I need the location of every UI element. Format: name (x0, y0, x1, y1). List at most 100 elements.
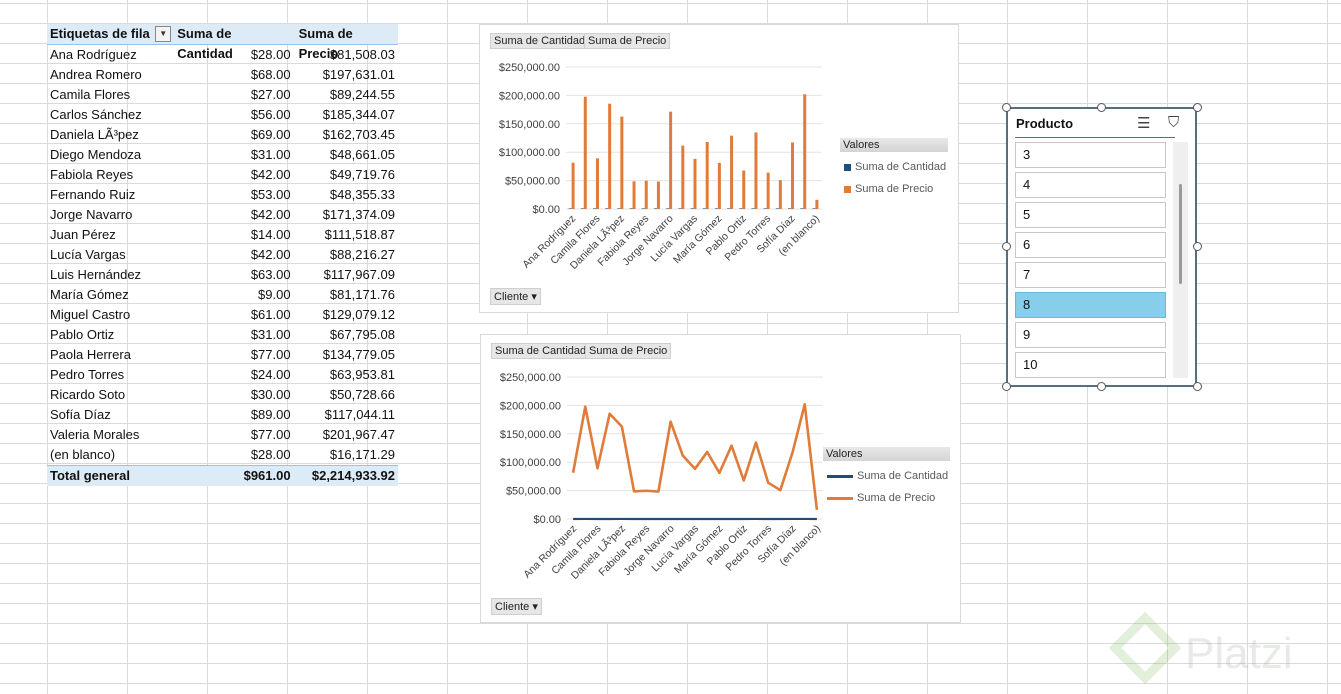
row-label[interactable]: Fernando Ruiz (50, 187, 136, 202)
resize-handle[interactable] (1193, 382, 1202, 391)
precio-cell[interactable]: $49,719.76 (329, 167, 395, 182)
legend-item-precio[interactable]: Suma de Precio (844, 183, 933, 195)
total-precio[interactable]: $2,214,933.92 (311, 468, 395, 483)
resize-handle[interactable] (1002, 242, 1011, 251)
legend-item-cantidad[interactable]: Suma de Cantidad (827, 470, 948, 482)
cantidad-cell[interactable]: $27.00 (250, 87, 291, 102)
cantidad-cell[interactable]: $9.00 (258, 287, 291, 302)
cantidad-cell[interactable]: $53.00 (250, 187, 291, 202)
precio-cell[interactable]: $48,355.33 (329, 187, 395, 202)
producto-slicer[interactable]: Producto ☰ ⛉ 3 4 5 6 7 8 9 10 (1006, 107, 1197, 387)
clear-filter-icon[interactable]: ⛉ (1168, 114, 1180, 131)
slicer-item[interactable]: 9 (1015, 322, 1166, 348)
precio-cell[interactable]: $171,374.09 (322, 207, 395, 222)
slicer-item[interactable]: 5 (1015, 202, 1166, 228)
row-label[interactable]: Paola Herrera (50, 347, 131, 362)
precio-cell[interactable]: $162,703.45 (322, 127, 395, 142)
cantidad-cell[interactable]: $77.00 (250, 427, 291, 442)
cantidad-cell[interactable]: $24.00 (250, 367, 291, 382)
row-label[interactable]: Daniela LÃ³pez (50, 127, 139, 142)
row-label[interactable]: Fabiola Reyes (50, 167, 134, 182)
slicer-item[interactable]: 3 (1015, 142, 1166, 168)
slicer-item[interactable]: 7 (1015, 262, 1166, 288)
precio-cell[interactable]: $134,779.05 (322, 347, 395, 362)
row-label[interactable]: Sofía Díaz (50, 407, 111, 422)
slicer-item[interactable]: 4 (1015, 172, 1166, 198)
precio-cell[interactable]: $81,171.76 (329, 287, 395, 302)
precio-cell[interactable]: $67,795.08 (329, 327, 395, 342)
slicer-item[interactable]: 10 (1015, 352, 1166, 378)
row-label[interactable]: Luis Hernández (50, 267, 142, 282)
cantidad-cell[interactable]: $89.00 (250, 407, 291, 422)
slicer-item[interactable]: 6 (1015, 232, 1166, 258)
multi-select-icon[interactable]: ☰ (1137, 115, 1151, 132)
cantidad-cell[interactable]: $30.00 (250, 387, 291, 402)
precio-cell[interactable]: $111,518.87 (324, 227, 395, 242)
legend-item-precio[interactable]: Suma de Precio (827, 492, 935, 504)
cantidad-cell[interactable]: $68.00 (250, 67, 291, 82)
row-label[interactable]: Ana Rodríguez (50, 47, 137, 62)
cantidad-cell[interactable]: $63.00 (250, 267, 291, 282)
precio-cell[interactable]: $117,044.11 (324, 407, 395, 422)
precio-cell[interactable]: $50,728.66 (329, 387, 395, 402)
cantidad-cell[interactable]: $14.00 (250, 227, 291, 242)
resize-handle[interactable] (1097, 103, 1106, 112)
precio-cell[interactable]: $89,244.55 (329, 87, 395, 102)
precio-cell[interactable]: $16,171.29 (329, 447, 395, 462)
scrollbar-thumb[interactable] (1179, 184, 1182, 284)
filter-dropdown-icon[interactable]: ▼ (155, 26, 172, 42)
cantidad-cell[interactable]: $28.00 (250, 47, 291, 62)
row-label[interactable]: Jorge Navarro (50, 207, 133, 222)
row-label[interactable]: Miguel Castro (50, 307, 131, 322)
field-button-precio[interactable]: Suma de Precio (585, 343, 672, 359)
resize-handle[interactable] (1002, 103, 1011, 112)
legend-item-cantidad[interactable]: Suma de Cantidad (844, 161, 946, 173)
row-labels-header[interactable]: Etiquetas de fila ▼ (47, 24, 173, 44)
row-label[interactable]: Carlos Sánchez (50, 107, 142, 122)
cantidad-cell[interactable]: $42.00 (250, 207, 291, 222)
precio-cell[interactable]: $48,661.05 (329, 147, 395, 162)
cantidad-header[interactable]: Suma de Cantidad (177, 26, 233, 61)
precio-header[interactable]: Suma de Precio (298, 26, 353, 61)
row-label[interactable]: Pablo Ortiz (50, 327, 115, 342)
cantidad-cell[interactable]: $61.00 (250, 307, 291, 322)
resize-handle[interactable] (1193, 103, 1202, 112)
resize-handle[interactable] (1097, 382, 1106, 391)
cantidad-cell[interactable]: $69.00 (250, 127, 291, 142)
row-label[interactable]: Diego Mendoza (50, 147, 142, 162)
precio-cell[interactable]: $81,508.03 (329, 47, 395, 62)
precio-cell[interactable]: $201,967.47 (322, 427, 395, 442)
slicer-item[interactable]: 8 (1015, 292, 1166, 318)
row-label[interactable]: Lucía Vargas (50, 247, 126, 262)
cantidad-cell[interactable]: $42.00 (250, 167, 291, 182)
row-label[interactable]: Andrea Romero (50, 67, 142, 82)
row-label[interactable]: Juan Pérez (50, 227, 116, 242)
field-button-precio[interactable]: Suma de Precio (584, 33, 671, 49)
precio-cell[interactable]: $185,344.07 (322, 107, 395, 122)
row-label[interactable]: Valeria Morales (50, 427, 140, 442)
field-button-cantidad[interactable]: Suma de Cantidad (491, 343, 591, 359)
precio-cell[interactable]: $197,631.01 (322, 67, 395, 82)
row-label[interactable]: Camila Flores (50, 87, 131, 102)
resize-handle[interactable] (1002, 382, 1011, 391)
field-button-cliente[interactable]: Cliente ▾ (491, 598, 542, 615)
row-label[interactable]: Ricardo Soto (50, 387, 126, 402)
cantidad-cell[interactable]: $77.00 (250, 347, 291, 362)
total-cantidad[interactable]: $961.00 (243, 468, 291, 483)
row-label[interactable]: Pedro Torres (50, 367, 125, 382)
cantidad-cell[interactable]: $31.00 (250, 147, 291, 162)
resize-handle[interactable] (1193, 242, 1202, 251)
pivot-line-chart[interactable]: Suma de Cantidad Suma de Precio $0.00 $50… (480, 334, 961, 623)
precio-cell[interactable]: $63,953.81 (329, 367, 395, 382)
precio-cell[interactable]: $129,079.12 (322, 307, 395, 322)
slicer-scrollbar[interactable] (1173, 142, 1188, 378)
row-label[interactable]: (en blanco) (50, 447, 116, 462)
cantidad-cell[interactable]: $28.00 (250, 447, 291, 462)
total-label[interactable]: Total general (50, 468, 130, 483)
precio-cell[interactable]: $88,216.27 (329, 247, 395, 262)
cantidad-cell[interactable]: $56.00 (250, 107, 291, 122)
cantidad-cell[interactable]: $42.00 (250, 247, 291, 262)
pivot-bar-chart[interactable]: Suma de Cantidad Suma de Precio $0.00 $50… (479, 24, 959, 313)
field-button-cliente[interactable]: Cliente ▾ (490, 288, 541, 305)
cantidad-cell[interactable]: $31.00 (250, 327, 291, 342)
